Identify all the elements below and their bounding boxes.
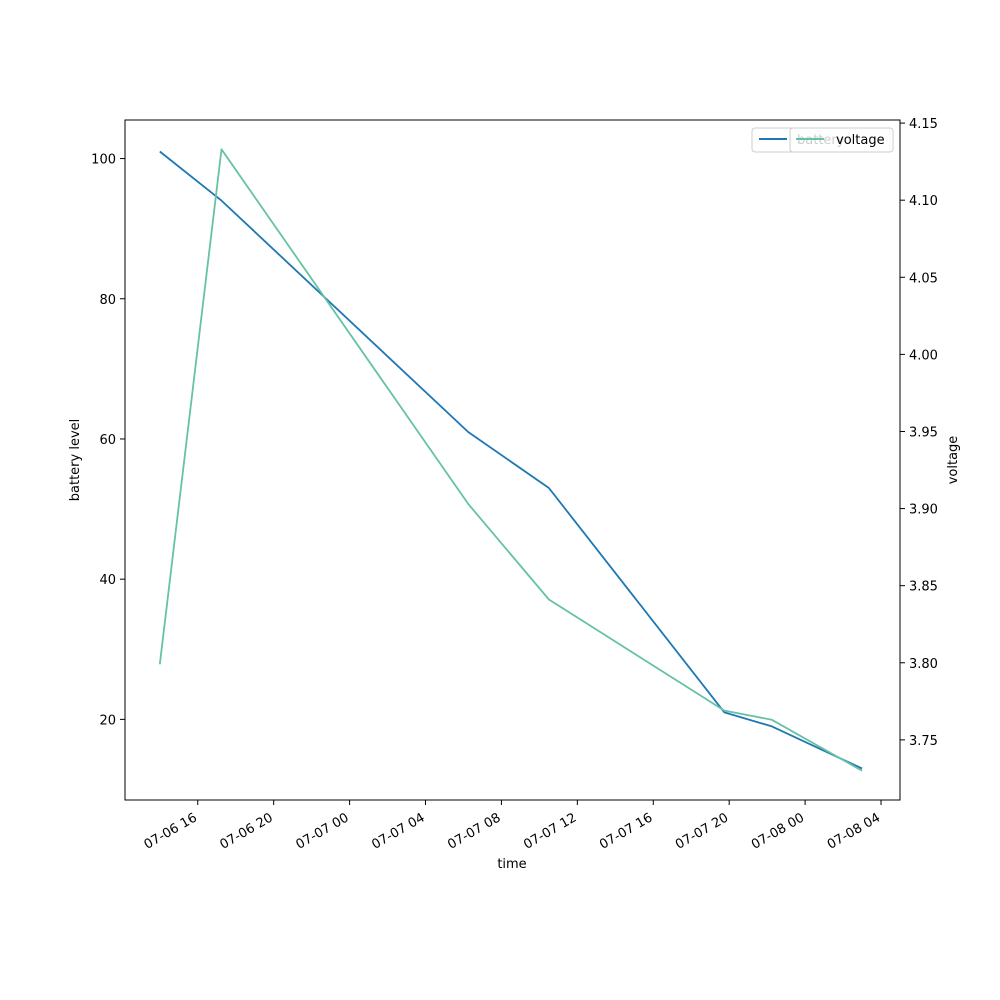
y-right-tick-label: 3.85 [909,580,938,595]
x-tick-label: 07-07 00 [293,810,351,852]
series-lines [158,148,863,772]
y-axis-left: 20 40 60 80 100 [91,153,125,728]
y-left-tick-label: 60 [99,433,116,448]
series-line-voltage [158,148,863,772]
y-left-tick-label: 20 [99,713,116,728]
x-tick-label: 07-07 12 [521,810,579,852]
y-right-tick-label: 3.80 [909,657,938,672]
y-right-tick-label: 4.05 [909,271,938,286]
y-left-tick-label: 40 [99,573,116,588]
y-right-tick-label: 3.90 [909,503,938,518]
y-right-tick-label: 3.75 [909,734,938,749]
y-axis-left-title: battery level [68,419,83,502]
y-left-tick-label: 100 [91,153,116,168]
series-line-battery [159,150,863,770]
x-tick-label: 07-07 04 [369,810,427,852]
y-axis-right: 3.75 3.80 3.85 3.90 3.95 4.00 4.05 4.10 4.15 [900,117,938,749]
x-axis-title: time [497,857,526,872]
x-tick-label: 07-07 16 [597,810,655,852]
x-tick-label: 07-08 00 [749,810,807,852]
y-right-tick-label: 4.00 [909,348,938,363]
legend-voltage: voltage [789,127,894,153]
x-tick-label: 07-07 20 [673,810,731,852]
legend-voltage-label: voltage [836,133,885,148]
x-tick-label: 07-06 20 [218,810,276,852]
y-right-tick-label: 3.95 [909,425,938,440]
y-axis-right-title: voltage [946,436,961,485]
x-axis: 07-06 16 07-06 20 07-07 00 07-07 04 07-07 08… [142,800,883,853]
y-left-tick-label: 80 [99,293,116,308]
x-tick-label: 07-07 08 [445,810,503,852]
y-right-tick-label: 4.10 [909,194,938,209]
plot-area [124,119,901,801]
x-tick-label: 07-08 04 [825,810,883,852]
x-tick-label: 07-06 16 [142,810,200,852]
y-right-tick-label: 4.15 [909,117,938,132]
